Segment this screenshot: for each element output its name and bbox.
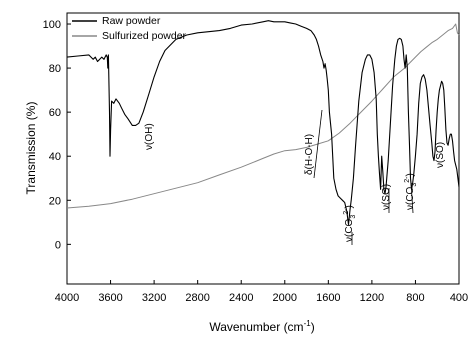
- annotation-label: ν(SO): [381, 184, 392, 210]
- series-line-1: [66, 23, 460, 209]
- x-axis-title-main: Wavenumber (cm: [209, 320, 303, 334]
- x-tick-label: 2000: [273, 292, 297, 304]
- y-tick-label: 100: [43, 19, 61, 31]
- y-tick-label: 0: [55, 239, 61, 251]
- x-tick-label: 1600: [316, 292, 340, 304]
- x-tick-label: 3600: [98, 292, 122, 304]
- x-axis-title: Wavenumber (cm-1): [209, 319, 314, 334]
- x-tick-label: 2800: [185, 292, 209, 304]
- legend-label-raw: Raw powder: [102, 15, 161, 27]
- x-tick-label: 3200: [142, 292, 166, 304]
- x-tick-label: 400: [450, 292, 468, 304]
- x-tick-label: 2400: [229, 292, 253, 304]
- series-line-0: [66, 20, 460, 226]
- annotation-label: ν(CO32-): [404, 173, 418, 210]
- x-axis-title-end: ): [311, 320, 315, 334]
- x-tick-label: 800: [406, 292, 424, 304]
- y-tick-label: 60: [49, 107, 61, 119]
- annotation-label: ν(CO32-): [343, 205, 357, 242]
- x-axis-ticks: 4000 3600 3200 2800 2400 2000 1600 1200 800 400: [55, 280, 468, 304]
- x-axis-title-sup: -1: [304, 319, 312, 328]
- series-layer: [66, 20, 460, 226]
- y-tick-label: 80: [49, 63, 61, 75]
- annotation-label: δ(H-O-H): [304, 134, 315, 175]
- legend: Raw powder Sulfurized powder: [72, 15, 187, 42]
- y-tick-label: 20: [49, 195, 61, 207]
- peak-annotations: ν(OH) δ(H-O-H) ν(CO32-) ν(SO) ν(CO32-) ν(SO): [144, 109, 446, 245]
- x-tick-label: 1200: [360, 292, 384, 304]
- x-tick-label: 4000: [55, 292, 79, 304]
- y-axis-ticks: 0 20 40 60 80 100: [43, 19, 71, 251]
- y-axis-title: Transmission (%): [24, 102, 38, 195]
- annotation-leader: [410, 181, 414, 214]
- legend-label-sulfurized: Sulfurized powder: [102, 30, 187, 42]
- y-tick-label: 40: [49, 151, 61, 163]
- annotation-label: ν(OH): [144, 123, 155, 150]
- annotation-label: ν(SO): [435, 142, 446, 168]
- annotation-leader: [313, 109, 323, 179]
- plot-frame: [66, 12, 460, 285]
